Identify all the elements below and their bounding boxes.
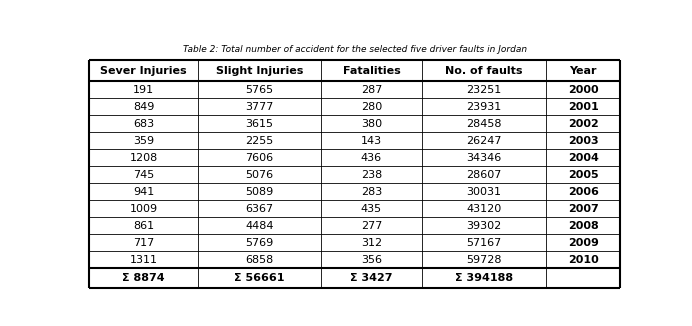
Text: 359: 359 bbox=[133, 136, 154, 146]
Text: 277: 277 bbox=[361, 221, 382, 231]
Text: 312: 312 bbox=[361, 238, 382, 248]
Text: 2007: 2007 bbox=[567, 204, 599, 214]
Text: 941: 941 bbox=[133, 187, 154, 197]
Text: 745: 745 bbox=[133, 170, 154, 180]
Text: 26247: 26247 bbox=[466, 136, 502, 146]
Text: 5769: 5769 bbox=[245, 238, 273, 248]
Text: 2001: 2001 bbox=[567, 102, 599, 112]
Text: 7606: 7606 bbox=[245, 153, 273, 163]
Text: 287: 287 bbox=[361, 85, 382, 95]
Text: 1009: 1009 bbox=[129, 204, 158, 214]
Text: 849: 849 bbox=[133, 102, 154, 112]
Text: 3615: 3615 bbox=[246, 119, 273, 129]
Text: 59728: 59728 bbox=[466, 255, 502, 265]
Text: 436: 436 bbox=[361, 153, 382, 163]
Text: 1311: 1311 bbox=[129, 255, 158, 265]
Text: Σ 394188: Σ 394188 bbox=[455, 273, 513, 283]
Text: 2000: 2000 bbox=[568, 85, 599, 95]
Text: 2004: 2004 bbox=[567, 153, 599, 163]
Text: 2003: 2003 bbox=[568, 136, 599, 146]
Text: 43120: 43120 bbox=[466, 204, 502, 214]
Text: 23251: 23251 bbox=[466, 85, 502, 95]
Text: 2006: 2006 bbox=[567, 187, 599, 197]
Text: Table 2: Total number of accident for the selected five driver faults in Jordan: Table 2: Total number of accident for th… bbox=[183, 45, 527, 54]
Text: Sever Injuries: Sever Injuries bbox=[100, 66, 187, 76]
Text: 683: 683 bbox=[133, 119, 154, 129]
Text: 1208: 1208 bbox=[129, 153, 158, 163]
Text: 6367: 6367 bbox=[245, 204, 273, 214]
Text: 280: 280 bbox=[361, 102, 382, 112]
Text: 283: 283 bbox=[361, 187, 382, 197]
Text: 3777: 3777 bbox=[245, 102, 273, 112]
Text: 30031: 30031 bbox=[466, 187, 502, 197]
Text: 861: 861 bbox=[133, 221, 154, 231]
Text: Σ 8874: Σ 8874 bbox=[122, 273, 165, 283]
Text: 4484: 4484 bbox=[245, 221, 273, 231]
Text: 57167: 57167 bbox=[466, 238, 502, 248]
Text: 2255: 2255 bbox=[245, 136, 273, 146]
Text: 28458: 28458 bbox=[466, 119, 502, 129]
Text: 5076: 5076 bbox=[245, 170, 273, 180]
Text: 2008: 2008 bbox=[567, 221, 599, 231]
Text: 5765: 5765 bbox=[245, 85, 273, 95]
Text: Fatalities: Fatalities bbox=[343, 66, 400, 76]
Text: Σ 56661: Σ 56661 bbox=[234, 273, 284, 283]
Text: 2005: 2005 bbox=[568, 170, 599, 180]
Text: 34346: 34346 bbox=[466, 153, 502, 163]
Text: 5089: 5089 bbox=[245, 187, 273, 197]
Text: 238: 238 bbox=[361, 170, 382, 180]
Text: Σ 3427: Σ 3427 bbox=[350, 273, 392, 283]
Text: 191: 191 bbox=[133, 85, 154, 95]
Text: 39302: 39302 bbox=[466, 221, 502, 231]
Text: 28607: 28607 bbox=[466, 170, 502, 180]
Text: 2002: 2002 bbox=[567, 119, 599, 129]
Text: Year: Year bbox=[570, 66, 597, 76]
Text: 435: 435 bbox=[361, 204, 382, 214]
Text: 143: 143 bbox=[361, 136, 382, 146]
Text: 356: 356 bbox=[361, 255, 382, 265]
Text: 6858: 6858 bbox=[245, 255, 273, 265]
Text: No. of faults: No. of faults bbox=[446, 66, 523, 76]
Text: Slight Injuries: Slight Injuries bbox=[216, 66, 303, 76]
Text: 2009: 2009 bbox=[567, 238, 599, 248]
Text: 23931: 23931 bbox=[466, 102, 502, 112]
Text: 2010: 2010 bbox=[567, 255, 599, 265]
Text: 380: 380 bbox=[361, 119, 382, 129]
Text: 717: 717 bbox=[133, 238, 154, 248]
